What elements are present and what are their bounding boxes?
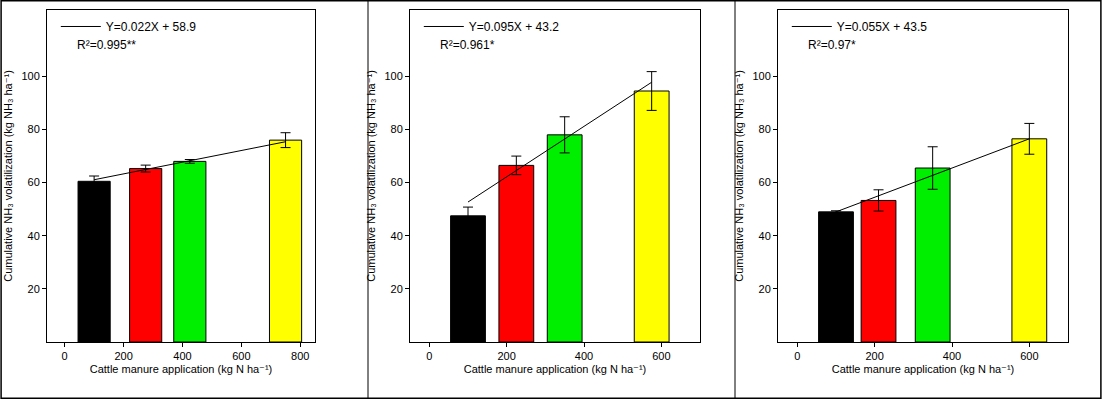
svg-text:Cumulative NH₃ volatilization: Cumulative NH₃ volatilization (kg NH₃ ha… xyxy=(2,70,14,282)
svg-text:200: 200 xyxy=(114,350,132,362)
svg-text:400: 400 xyxy=(173,350,191,362)
svg-text:600: 600 xyxy=(652,350,670,362)
svg-text:40: 40 xyxy=(28,230,40,242)
svg-text:R²=0.97*: R²=0.97* xyxy=(808,38,856,52)
svg-text:0: 0 xyxy=(62,350,68,362)
svg-text:80: 80 xyxy=(759,123,771,135)
svg-text:40: 40 xyxy=(759,230,771,242)
svg-text:Cumulative NH₃ volatilization: Cumulative NH₃ volatilization (kg NH₃ ha… xyxy=(365,70,377,282)
svg-text:0: 0 xyxy=(426,350,432,362)
svg-text:Cumulative NH₃ volatilization: Cumulative NH₃ volatilization (kg NH₃ ha… xyxy=(733,70,745,282)
svg-text:800: 800 xyxy=(291,350,309,362)
svg-text:Cattle manure application (kg: Cattle manure application (kg N ha⁻¹) xyxy=(832,363,1015,375)
svg-text:80: 80 xyxy=(28,123,40,135)
svg-text:600: 600 xyxy=(232,350,250,362)
svg-text:100: 100 xyxy=(384,70,402,82)
svg-text:R²=0.961*: R²=0.961* xyxy=(440,38,495,52)
svg-text:20: 20 xyxy=(759,283,771,295)
svg-text:Y=0.055X + 43.5: Y=0.055X + 43.5 xyxy=(837,20,927,34)
svg-text:600: 600 xyxy=(1020,350,1038,362)
svg-text:0: 0 xyxy=(794,350,800,362)
svg-text:200: 200 xyxy=(865,350,883,362)
svg-text:20: 20 xyxy=(28,283,40,295)
svg-text:60: 60 xyxy=(759,176,771,188)
svg-text:40: 40 xyxy=(391,230,403,242)
svg-text:Cattle manure application (kg: Cattle manure application (kg N ha⁻¹) xyxy=(464,363,647,375)
svg-text:60: 60 xyxy=(391,176,403,188)
svg-text:Y=0.095X + 43.2: Y=0.095X + 43.2 xyxy=(469,20,559,34)
svg-text:20: 20 xyxy=(391,283,403,295)
svg-text:400: 400 xyxy=(943,350,961,362)
svg-text:100: 100 xyxy=(21,70,39,82)
svg-text:Y=0.022X + 58.9: Y=0.022X + 58.9 xyxy=(106,20,196,34)
svg-text:100: 100 xyxy=(752,70,770,82)
svg-text:400: 400 xyxy=(575,350,593,362)
svg-text:Cattle manure application (kg: Cattle manure application (kg N ha⁻¹) xyxy=(90,363,273,375)
svg-text:60: 60 xyxy=(28,176,40,188)
svg-text:R²=0.995**: R²=0.995** xyxy=(77,38,136,52)
svg-text:200: 200 xyxy=(497,350,515,362)
svg-text:80: 80 xyxy=(391,123,403,135)
